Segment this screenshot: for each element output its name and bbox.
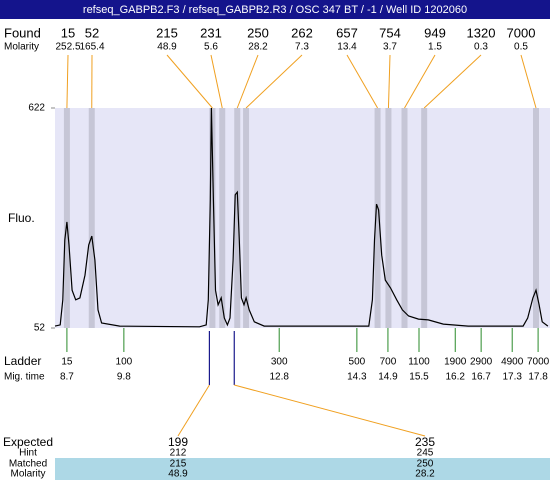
matched-band (55, 458, 550, 480)
peak-connector (66, 54, 69, 109)
expected-expected: 199 (168, 435, 188, 449)
expected-molarity: 28.2 (415, 469, 435, 480)
ladder-mig-time: 17.8 (528, 372, 548, 383)
ladder-size: 100 (116, 357, 133, 368)
expected-molarity: 48.9 (168, 469, 188, 480)
peak-connector (387, 54, 391, 109)
expected-hint: 212 (170, 448, 187, 459)
ladder-size: 1900 (444, 357, 467, 368)
found-molarity: 3.7 (383, 42, 397, 53)
found-molarity: 252.5 (55, 42, 80, 53)
row-label: Molarity (10, 469, 45, 480)
row-label: Matched (9, 459, 47, 470)
ladder-mig-time: 16.7 (471, 372, 491, 383)
peak-connector (520, 54, 537, 109)
peak-connector (423, 54, 482, 109)
ladder-size: 500 (349, 357, 366, 368)
peak-band (63, 108, 70, 328)
ladder-size: 7000 (527, 357, 550, 368)
trace (54, 107, 549, 328)
found-molarity: 48.9 (157, 42, 177, 53)
ladder-label: Ladder (4, 354, 41, 368)
expected-connector (234, 384, 426, 437)
peak-band (243, 108, 250, 328)
y-tick-label: 622 (28, 103, 45, 114)
found-molarity: 0.5 (514, 42, 528, 53)
peak-connector (245, 54, 303, 109)
molarity-label: Molarity (4, 42, 39, 53)
found-size: 215 (156, 25, 178, 40)
found-size: 52 (85, 25, 99, 40)
ladder-mig-time: 14.3 (347, 372, 367, 383)
peak-connector (346, 54, 379, 109)
found-size: 657 (336, 25, 358, 40)
plot-area (55, 108, 550, 328)
row-label: Expected (3, 435, 53, 449)
peak-connector (210, 54, 223, 109)
ladder-mig-time: 17.3 (502, 372, 522, 383)
ladder-size: 2900 (470, 357, 493, 368)
found-molarity: 0.3 (474, 42, 488, 53)
ladder-mig-time: 9.8 (117, 372, 131, 383)
ladder-size: 1100 (408, 357, 430, 368)
found-size: 262 (291, 25, 313, 40)
expected-hint: 245 (417, 448, 434, 459)
found-size: 754 (379, 25, 401, 40)
ladder-size: 300 (271, 357, 288, 368)
ladder-mig-time: 15.5 (409, 372, 429, 383)
ladder-mig-time: 12.8 (269, 372, 289, 383)
peak-band (385, 108, 392, 328)
ladder-size: 15 (61, 357, 73, 368)
mig-time-label: Mig. time (4, 372, 45, 383)
found-molarity: 165.4 (79, 42, 104, 53)
y-axis-label: Fluo. (8, 211, 35, 225)
ladder-mig-time: 14.9 (378, 372, 398, 383)
peak-connector (166, 54, 213, 109)
y-tick-label: 52 (34, 323, 46, 334)
peak-band (401, 108, 408, 328)
peak-band (219, 108, 226, 328)
expected-expected: 235 (415, 435, 435, 449)
ladder-size: 700 (380, 357, 397, 368)
found-label: Found (4, 25, 41, 40)
found-size: 949 (424, 25, 446, 40)
expected-matched: 250 (417, 459, 434, 470)
found-size: 15 (61, 25, 75, 40)
ladder-mig-time: 8.7 (60, 372, 74, 383)
found-size: 250 (247, 25, 269, 40)
expected-connector (177, 384, 210, 437)
peak-band (234, 108, 241, 328)
peak-band (374, 108, 381, 328)
found-molarity: 5.6 (204, 42, 218, 53)
ladder-size: 4900 (501, 357, 524, 368)
found-molarity: 13.4 (337, 42, 357, 53)
found-molarity: 28.2 (248, 42, 268, 53)
peak-connector (236, 54, 259, 109)
expected-matched: 215 (170, 459, 187, 470)
ladder-mig-time: 16.2 (446, 372, 466, 383)
peak-band (421, 108, 428, 328)
peak-band (533, 108, 540, 328)
found-molarity: 7.3 (295, 42, 309, 53)
peak-band (209, 108, 216, 328)
title-bar (0, 0, 550, 19)
peak-band (88, 108, 95, 328)
title: refseq_GABPB2.F3 / refseq_GABPB2.R3 / OS… (83, 4, 467, 16)
peak-connector (404, 54, 436, 109)
found-molarity: 1.5 (428, 42, 442, 53)
found-size: 231 (200, 25, 222, 40)
found-size: 7000 (507, 25, 536, 40)
row-label: Hint (19, 448, 37, 459)
found-size: 1320 (467, 25, 496, 40)
